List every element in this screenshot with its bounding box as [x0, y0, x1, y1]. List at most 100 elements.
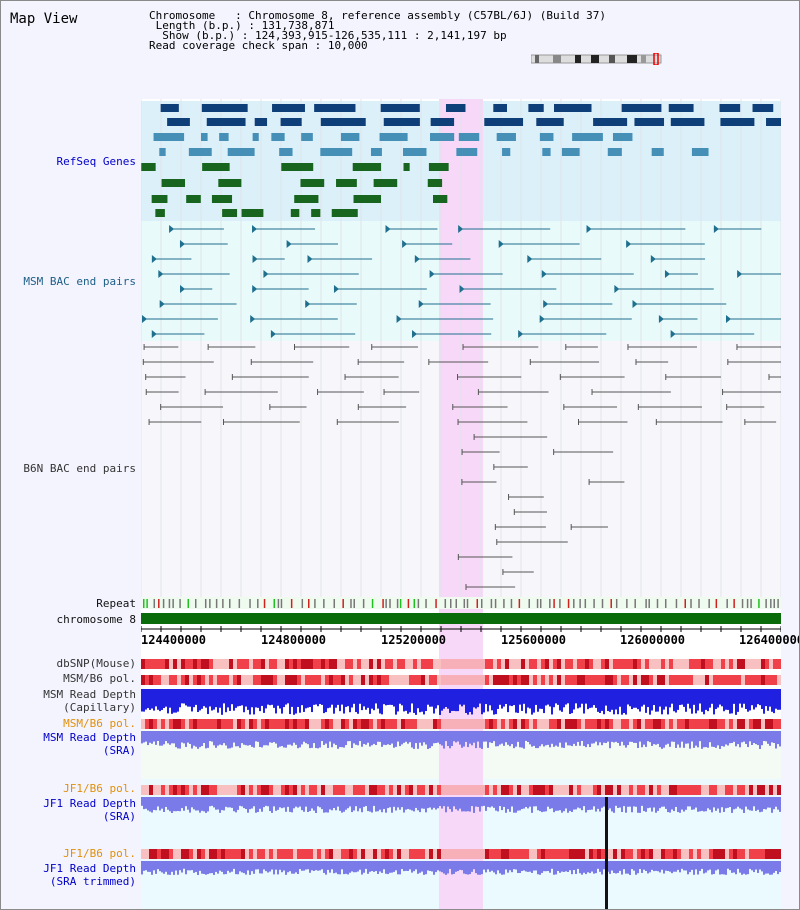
polymorphism-cell [657, 849, 661, 859]
depth-bar [225, 797, 227, 807]
axis-tick-label: 124800000 [261, 633, 327, 647]
polymorphism-cell [357, 719, 361, 729]
depth-bar [679, 689, 681, 705]
polymorphism-cell [641, 785, 645, 795]
dbsnp-label[interactable]: dbSNP(Mouse) [56, 657, 136, 670]
depth-bar [419, 861, 421, 873]
depth-bar [159, 797, 161, 811]
depth-bar [695, 689, 697, 714]
depth-bar [475, 797, 477, 807]
chromosome-label[interactable]: chromosome 8 [56, 613, 136, 626]
repeat-mark [168, 599, 171, 608]
polymorphism-cell [273, 719, 277, 729]
depth-bar [611, 797, 613, 812]
track-area[interactable] [141, 99, 781, 909]
depth-bar [627, 731, 629, 746]
polymorphism-cell [381, 719, 385, 729]
depth-bar [709, 731, 711, 743]
polymorphism-cell [293, 719, 297, 729]
depth-bar [447, 689, 449, 709]
depth-bar [145, 797, 147, 809]
depth-bar [327, 861, 329, 870]
polymorphism-cell [765, 719, 769, 729]
polymorphism-cell [617, 849, 621, 859]
polymorphism-cell [285, 785, 289, 795]
depth-bar [259, 797, 261, 809]
depth-bar [593, 797, 595, 807]
polymorphism-cell [681, 719, 685, 729]
polymorphism-cell [541, 675, 545, 685]
depth-bar [735, 731, 737, 747]
msm-read-depth-sra-label[interactable]: MSM Read Depth [43, 731, 136, 744]
b6n-bac-label[interactable]: B6N BAC end pairs [23, 462, 136, 475]
msm-b6-pol-sra-label[interactable]: MSM/B6 pol. [63, 717, 136, 730]
depth-bar [223, 689, 225, 704]
depth-bar [659, 731, 661, 748]
depth-bar [283, 689, 285, 708]
depth-bar [609, 861, 611, 874]
polymorphism-cell [429, 675, 433, 685]
jf1-b6-pol-label[interactable]: JF1/B6 pol. [63, 782, 136, 795]
depth-bar [303, 861, 305, 871]
depth-bar [207, 861, 209, 875]
depth-bar [385, 797, 387, 813]
polymorphism-cell [261, 659, 265, 669]
depth-bar [559, 689, 561, 711]
depth-bar [501, 689, 503, 709]
depth-bar [165, 861, 167, 872]
depth-bar [495, 731, 497, 747]
polymorphism-cell [213, 659, 217, 669]
depth-bar [707, 731, 709, 748]
msm-b6-pol-label[interactable]: MSM/B6 pol. [63, 672, 136, 685]
polymorphism-cell [561, 849, 565, 859]
chromosome-ideogram[interactable] [531, 53, 663, 65]
depth-bar [243, 861, 245, 874]
depth-bar [775, 861, 777, 871]
gene-feature [456, 148, 478, 156]
polymorphism-cell [549, 675, 553, 685]
polymorphism-cell [141, 659, 145, 669]
depth-bar [495, 797, 497, 811]
depth-bar [661, 797, 663, 807]
msm-bac-label[interactable]: MSM BAC end pairs [23, 275, 136, 288]
depth-bar [451, 861, 453, 875]
polymorphism-cell [245, 659, 249, 669]
polymorphism-cell [513, 675, 517, 685]
polymorphism-cell [405, 849, 409, 859]
gene-feature [300, 179, 325, 187]
polymorphism-cell [629, 849, 633, 859]
depth-bar [245, 689, 247, 707]
refseq-genes-label[interactable]: RefSeq Genes [56, 155, 136, 168]
polymorphism-cell [517, 785, 521, 795]
polymorphism-cell [549, 659, 553, 669]
polymorphism-cell [333, 849, 337, 859]
repeat-label[interactable]: Repeat [96, 597, 136, 610]
depth-bar [779, 689, 781, 710]
depth-bar [427, 731, 429, 749]
jf1-read-depth-sra-label[interactable]: JF1 Read Depth [43, 797, 136, 810]
repeat-mark [277, 599, 280, 608]
polymorphism-cell [541, 785, 545, 795]
polymorphism-cell [153, 719, 157, 729]
depth-bar [673, 689, 675, 712]
polymorphism-cell [293, 659, 297, 669]
polymorphism-cell [329, 719, 333, 729]
depth-bar [731, 689, 733, 714]
gene-feature [370, 148, 382, 156]
depth-bar [709, 861, 711, 870]
polymorphism-cell [577, 785, 581, 795]
repeat-mark [187, 599, 190, 608]
depth-bar [737, 731, 739, 745]
depth-bar [721, 861, 723, 875]
polymorphism-cell [525, 675, 529, 685]
depth-bar [275, 861, 277, 870]
polymorphism-cell [721, 659, 725, 669]
depth-bar [709, 689, 711, 708]
jf1-b6-pol-trimmed-label[interactable]: JF1/B6 pol. [63, 847, 136, 860]
depth-bar [687, 731, 689, 744]
gene-feature [433, 195, 448, 203]
depth-bar [759, 731, 761, 749]
depth-bar [249, 861, 251, 875]
msm-read-depth-capillary-label[interactable]: MSM Read Depth [43, 688, 136, 701]
jf1-read-depth-trimmed-label[interactable]: JF1 Read Depth [43, 862, 136, 875]
